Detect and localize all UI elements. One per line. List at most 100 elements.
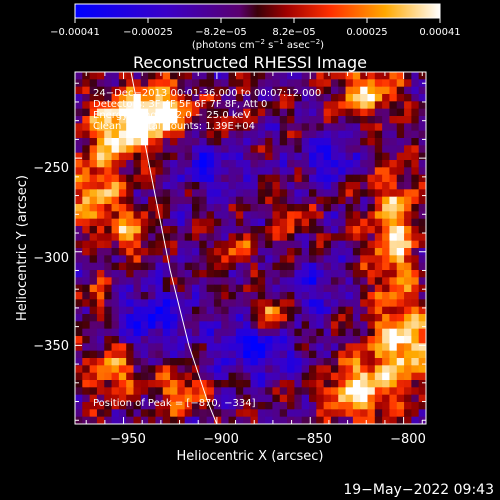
- heatmap-pixel: [418, 394, 426, 403]
- heatmap-pixel: [352, 189, 361, 198]
- heatmap-pixel: [140, 189, 149, 198]
- heatmap-pixel: [396, 299, 405, 308]
- heatmap-pixel: [389, 211, 398, 220]
- heatmap-pixel: [104, 72, 113, 80]
- heatmap-pixel: [118, 262, 127, 271]
- heatmap-pixel: [382, 409, 391, 418]
- heatmap-pixel: [118, 306, 127, 315]
- heatmap-pixel: [323, 321, 332, 330]
- heatmap-pixel: [96, 299, 105, 308]
- heatmap-pixel: [309, 350, 317, 359]
- heatmap-pixel: [411, 321, 420, 330]
- heatmap-pixel: [140, 174, 149, 183]
- heatmap-pixel: [330, 350, 339, 359]
- heatmap-pixel: [104, 189, 113, 198]
- heatmap-pixel: [228, 79, 237, 88]
- heatmap-pixel: [184, 270, 193, 278]
- heatmap-pixel: [265, 86, 274, 95]
- heatmap-pixel: [316, 380, 325, 388]
- heatmap-pixel: [309, 226, 317, 234]
- heatmap-pixel: [389, 145, 398, 154]
- heatmap-pixel: [374, 101, 383, 110]
- heatmap-pixel: [257, 314, 266, 322]
- heatmap-pixel: [338, 130, 347, 139]
- heatmap-pixel: [367, 248, 376, 256]
- heatmap-pixel: [75, 365, 83, 374]
- heatmap-pixel: [338, 255, 347, 264]
- heatmap-pixel: [330, 101, 339, 110]
- heatmap-pixel: [221, 233, 230, 242]
- heatmap-pixel: [257, 284, 266, 293]
- heatmap-pixel: [177, 218, 186, 227]
- heatmap-pixel: [89, 189, 98, 198]
- heatmap-pixel: [345, 277, 354, 286]
- heatmap-pixel: [287, 387, 295, 396]
- heatmap-pixel: [184, 380, 193, 388]
- heatmap-pixel: [257, 79, 266, 88]
- heatmap-pixel: [82, 189, 91, 198]
- heatmap-pixel: [126, 394, 135, 403]
- heatmap-pixel: [330, 358, 339, 366]
- heatmap-pixel: [140, 204, 149, 212]
- heatmap-pixel: [250, 409, 259, 418]
- image-plot: 24−Dec−2013 00:01:36.000 to 00:07:12.000…: [74, 71, 427, 425]
- heatmap-pixel: [170, 321, 178, 330]
- heatmap-pixel: [257, 196, 266, 205]
- heatmap-pixel: [243, 240, 252, 249]
- heatmap-pixel: [418, 402, 426, 410]
- heatmap-pixel: [75, 130, 83, 139]
- heatmap-pixel: [126, 116, 135, 124]
- heatmap-pixel: [75, 72, 83, 80]
- heatmap-pixel: [199, 196, 208, 205]
- heatmap-pixel: [257, 306, 266, 315]
- heatmap-pixel: [96, 130, 105, 139]
- heatmap-pixel: [294, 255, 303, 264]
- heatmap-pixel: [235, 248, 244, 256]
- heatmap-pixel: [316, 292, 325, 300]
- heatmap-pixel: [148, 116, 157, 124]
- heatmap-pixel: [118, 233, 127, 242]
- heatmap-pixel: [213, 306, 222, 315]
- heatmap-pixel: [294, 262, 303, 271]
- heatmap-pixel: [309, 387, 317, 396]
- heatmap-pixel: [287, 108, 295, 117]
- heatmap-pixel: [352, 152, 361, 161]
- heatmap-pixel: [309, 409, 317, 418]
- heatmap-pixel: [155, 372, 164, 381]
- heatmap-pixel: [382, 130, 391, 139]
- heatmap-pixel: [111, 86, 120, 95]
- heatmap-pixel: [418, 262, 426, 271]
- heatmap-pixel: [338, 167, 347, 176]
- heatmap-pixel: [250, 233, 259, 242]
- heatmap-pixel: [126, 189, 135, 198]
- heatmap-pixel: [192, 409, 200, 418]
- heatmap-pixel: [162, 394, 171, 403]
- heatmap-pixel: [301, 299, 310, 308]
- heatmap-pixel: [177, 167, 186, 176]
- heatmap-pixel: [96, 409, 105, 418]
- heatmap-pixel: [140, 240, 149, 249]
- heatmap-pixel: [323, 86, 332, 95]
- heatmap-pixel: [367, 145, 376, 154]
- heatmap-pixel: [396, 328, 405, 337]
- heatmap-pixel: [345, 306, 354, 315]
- heatmap-pixel: [89, 167, 98, 176]
- heatmap-pixel: [309, 167, 317, 176]
- heatmap-pixel: [96, 306, 105, 315]
- heatmap-pixel: [199, 299, 208, 308]
- heatmap-pixel: [287, 299, 295, 308]
- heatmap-pixel: [170, 372, 178, 381]
- heatmap-pixel: [316, 86, 325, 95]
- heatmap-pixel: [206, 218, 215, 227]
- heatmap-pixel: [367, 306, 376, 315]
- heatmap-pixel: [82, 350, 91, 359]
- heatmap-pixel: [228, 152, 237, 161]
- colorbar: −0.00041 −0.00025 −8.2e−05 8.2e−05 0.000…: [50, 3, 461, 51]
- heatmap-pixel: [309, 72, 317, 80]
- heatmap-pixel: [250, 402, 259, 410]
- heatmap-pixel: [192, 189, 200, 198]
- heatmap-pixel: [177, 343, 186, 352]
- heatmap-pixel: [82, 145, 91, 154]
- heatmap-pixel: [89, 145, 98, 154]
- heatmap-pixel: [96, 116, 105, 124]
